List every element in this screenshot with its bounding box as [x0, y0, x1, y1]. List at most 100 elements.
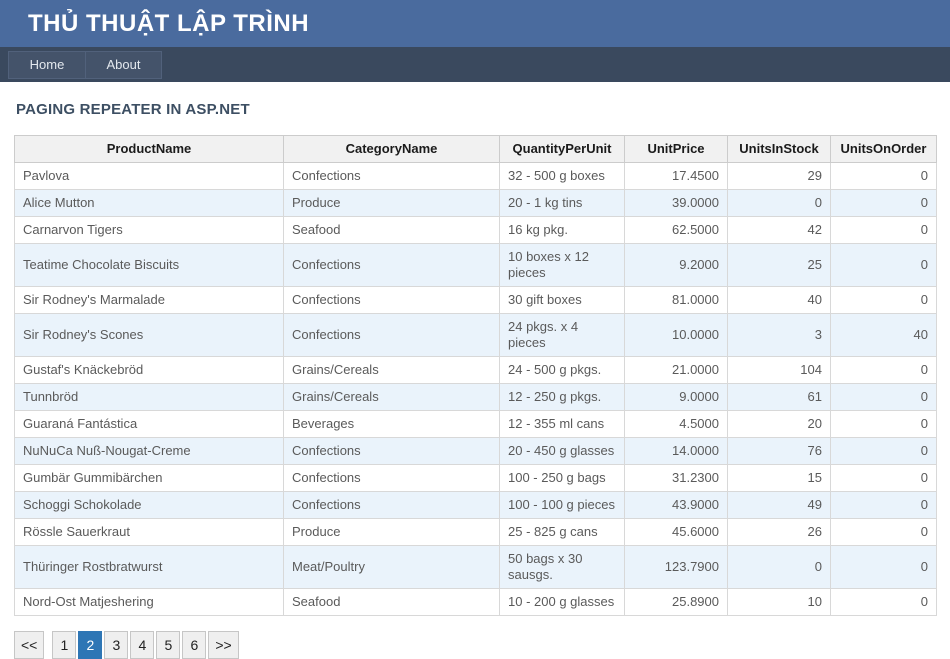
cell-unitsonorder: 0: [830, 491, 937, 519]
cell-unitsinstock: 29: [727, 162, 831, 190]
cell-categoryname: Grains/Cereals: [283, 383, 500, 411]
cell-quantityperunit: 50 bags x 30 sausgs.: [499, 545, 625, 589]
cell-quantityperunit: 24 pkgs. x 4 pieces: [499, 313, 625, 357]
cell-unitsinstock: 20: [727, 410, 831, 438]
cell-categoryname: Beverages: [283, 410, 500, 438]
cell-unitprice: 43.9000: [624, 491, 728, 519]
cell-quantityperunit: 12 - 250 g pkgs.: [499, 383, 625, 411]
cell-unitsonorder: 0: [830, 189, 937, 217]
table-row: Rössle Sauerkraut Produce 25 - 825 g cans 4…: [14, 518, 937, 546]
site-title: THỦ THUẬT LẬP TRÌNH: [28, 9, 310, 37]
cell-productname: Pavlova: [14, 162, 284, 190]
cell-unitsonorder: 0: [830, 162, 937, 190]
table-row: Guaraná Fantástica Beverages 12 - 355 ml c…: [14, 410, 937, 438]
table-row: Teatime Chocolate Biscuits Confections 10 …: [14, 243, 937, 287]
table-row: Thüringer Rostbratwurst Meat/Poultry 50 ba…: [14, 545, 937, 589]
cell-quantityperunit: 25 - 825 g cans: [499, 518, 625, 546]
cell-unitsonorder: 0: [830, 383, 937, 411]
cell-unitsonorder: 0: [830, 588, 937, 616]
cell-unitsonorder: 0: [830, 464, 937, 492]
cell-unitsinstock: 76: [727, 437, 831, 465]
cell-unitsinstock: 26: [727, 518, 831, 546]
nav-item-home[interactable]: Home: [9, 51, 85, 78]
cell-categoryname: Confections: [283, 286, 500, 314]
cell-unitsonorder: 0: [830, 437, 937, 465]
cell-categoryname: Meat/Poultry: [283, 545, 500, 589]
cell-productname: Guaraná Fantástica: [14, 410, 284, 438]
cell-productname: NuNuCa Nuß-Nougat-Creme: [14, 437, 284, 465]
pager-page-4-button[interactable]: 4: [130, 631, 155, 659]
pager-page-3-button[interactable]: 3: [104, 631, 129, 659]
cell-productname: Carnarvon Tigers: [14, 216, 284, 244]
table-row: Carnarvon Tigers Seafood 16 kg pkg. 62.5000…: [14, 216, 937, 244]
cell-unitsonorder: 0: [830, 410, 937, 438]
cell-unitprice: 9.0000: [624, 383, 728, 411]
cell-unitprice: 9.2000: [624, 243, 728, 287]
pager-prev-button[interactable]: <<: [14, 631, 45, 659]
table-row: Pavlova Confections 32 - 500 g boxes 17.450…: [14, 162, 937, 190]
cell-productname: Nord-Ost Matjeshering: [14, 588, 284, 616]
table-row: NuNuCa Nuß-Nougat-Creme Confections 20 - 4…: [14, 437, 937, 465]
cell-unitprice: 81.0000: [624, 286, 728, 314]
cell-unitsinstock: 3: [727, 313, 831, 357]
cell-quantityperunit: 32 - 500 g boxes: [499, 162, 625, 190]
pager-page-5-button[interactable]: 5: [156, 631, 181, 659]
cell-productname: Gumbär Gummibärchen: [14, 464, 284, 492]
table-row: Schoggi Schokolade Confections 100 - 100 g…: [14, 491, 937, 519]
page-title: PAGING REPEATER IN ASP.NET: [16, 101, 250, 118]
table-row: Nord-Ost Matjeshering Seafood 10 - 200 g g…: [14, 588, 937, 616]
cell-unitsinstock: 42: [727, 216, 831, 244]
cell-categoryname: Produce: [283, 189, 500, 217]
cell-unitsinstock: 40: [727, 286, 831, 314]
table-row: Sir Rodney's Scones Confections 24 pkgs. x…: [14, 313, 937, 357]
column-header-unitprice: UnitPrice: [624, 135, 728, 163]
pager-page-2-button[interactable]: 2: [78, 631, 103, 659]
cell-productname: Thüringer Rostbratwurst: [14, 545, 284, 589]
cell-unitprice: 21.0000: [624, 356, 728, 384]
cell-unitprice: 39.0000: [624, 189, 728, 217]
cell-quantityperunit: 12 - 355 ml cans: [499, 410, 625, 438]
cell-unitsinstock: 0: [727, 189, 831, 217]
cell-productname: Rössle Sauerkraut: [14, 518, 284, 546]
cell-productname: Tunnbröd: [14, 383, 284, 411]
table-row: Gustaf's Knäckebröd Grains/Cereals 24 - 50…: [14, 356, 937, 384]
cell-quantityperunit: 100 - 100 g pieces: [499, 491, 625, 519]
column-header-unitsinstock: UnitsInStock: [727, 135, 831, 163]
pager-page-1-button[interactable]: 1: [52, 631, 77, 659]
nav-item-about[interactable]: About: [85, 51, 161, 78]
cell-unitprice: 14.0000: [624, 437, 728, 465]
cell-unitprice: 4.5000: [624, 410, 728, 438]
cell-unitsinstock: 15: [727, 464, 831, 492]
table-row: Gumbär Gummibärchen Confections 100 - 250 …: [14, 464, 937, 492]
cell-categoryname: Confections: [283, 464, 500, 492]
cell-quantityperunit: 20 - 450 g glasses: [499, 437, 625, 465]
column-header-productname: ProductName: [14, 135, 284, 163]
cell-unitprice: 25.8900: [624, 588, 728, 616]
cell-categoryname: Confections: [283, 243, 500, 287]
cell-unitprice: 17.4500: [624, 162, 728, 190]
cell-quantityperunit: 30 gift boxes: [499, 286, 625, 314]
cell-categoryname: Confections: [283, 491, 500, 519]
pagination: << 1 2 3 4 5 6 >>: [14, 631, 936, 659]
column-header-categoryname: CategoryName: [283, 135, 500, 163]
cell-unitsinstock: 10: [727, 588, 831, 616]
pager-page-6-button[interactable]: 6: [182, 631, 207, 659]
cell-unitsonorder: 0: [830, 286, 937, 314]
cell-unitsonorder: 0: [830, 518, 937, 546]
product-table-body: Pavlova Confections 32 - 500 g boxes 17.450…: [14, 162, 937, 616]
pager-next-button[interactable]: >>: [208, 631, 239, 659]
main-navbar: Home About: [0, 47, 950, 82]
cell-productname: Sir Rodney's Scones: [14, 313, 284, 357]
cell-categoryname: Grains/Cereals: [283, 356, 500, 384]
cell-unitprice: 123.7900: [624, 545, 728, 589]
cell-unitsonorder: 0: [830, 545, 937, 589]
cell-unitsinstock: 104: [727, 356, 831, 384]
cell-categoryname: Confections: [283, 313, 500, 357]
cell-quantityperunit: 16 kg pkg.: [499, 216, 625, 244]
cell-quantityperunit: 10 - 200 g glasses: [499, 588, 625, 616]
cell-unitsonorder: 0: [830, 356, 937, 384]
cell-categoryname: Seafood: [283, 216, 500, 244]
table-row: Sir Rodney's Marmalade Confections 30 gift…: [14, 286, 937, 314]
products-table: ProductName CategoryName QuantityPerUnit Un…: [14, 135, 937, 616]
cell-productname: Sir Rodney's Marmalade: [14, 286, 284, 314]
